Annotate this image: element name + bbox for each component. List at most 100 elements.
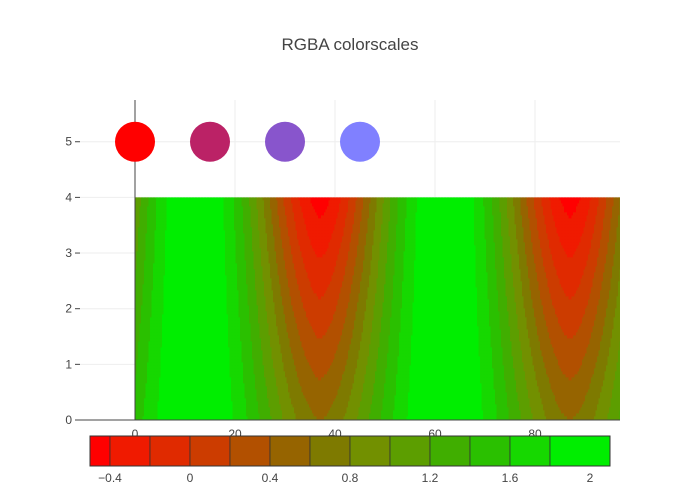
contour-cell — [621, 218, 623, 221]
contour-cell — [629, 233, 631, 236]
contour-cell — [623, 224, 625, 227]
contour-cell — [623, 206, 625, 209]
contour-cell — [620, 227, 622, 230]
contour-cell — [626, 227, 628, 230]
contour-cell — [621, 200, 623, 203]
contour-cell — [621, 224, 623, 227]
contour-cell — [626, 218, 628, 221]
contour-cell — [621, 203, 623, 206]
contour-layer — [135, 197, 630, 422]
contour-cell — [627, 218, 629, 221]
contour-cell — [627, 236, 629, 239]
contour-cell — [620, 233, 622, 236]
contour-cell — [627, 209, 629, 212]
contour-cell — [627, 215, 629, 218]
contour-cell — [624, 227, 626, 230]
contour-cell — [624, 221, 626, 224]
contour-cell — [623, 212, 625, 215]
contour-cell — [626, 206, 628, 209]
contour-cell — [624, 230, 626, 233]
contour-cell — [620, 203, 622, 206]
contour-cell — [621, 227, 623, 230]
contour-cell — [620, 218, 622, 221]
contour-cell — [626, 224, 628, 227]
contour-cell — [624, 209, 626, 212]
contour-cell — [623, 209, 625, 212]
chart-title: RGBA colorscales — [282, 35, 419, 54]
contour-cell — [626, 200, 628, 203]
contour-cell — [624, 239, 626, 242]
contour-cell — [623, 200, 625, 203]
contour-cell — [620, 212, 622, 215]
contour-cell — [626, 203, 628, 206]
contour-cell — [623, 230, 625, 233]
contour-cell — [624, 206, 626, 209]
contour-cell — [627, 206, 629, 209]
contour-cell — [621, 212, 623, 215]
contour-cell — [623, 203, 625, 206]
contour-cell — [626, 239, 628, 242]
contour-cell — [627, 212, 629, 215]
contour-cell — [627, 221, 629, 224]
contour-cell — [629, 224, 631, 227]
contour-cell — [621, 197, 623, 200]
contour-cell — [620, 197, 622, 200]
contour-cell — [620, 224, 622, 227]
contour-cell — [626, 215, 628, 218]
contour-cell — [626, 230, 628, 233]
contour-cell — [620, 239, 622, 242]
contour-cell — [626, 212, 628, 215]
contour-cell — [629, 200, 631, 203]
contour-cell — [629, 215, 631, 218]
contour-cell — [627, 227, 629, 230]
contour-cell — [624, 215, 626, 218]
contour-cell — [627, 200, 629, 203]
contour-cell — [621, 233, 623, 236]
contour-cell — [624, 224, 626, 227]
contour-cell — [627, 239, 629, 242]
contour-cell — [623, 236, 625, 239]
contour-cell — [620, 209, 622, 212]
contour-cell — [620, 221, 622, 224]
contour-cell — [629, 203, 631, 206]
contour-cell — [624, 197, 626, 200]
contour-cell — [624, 233, 626, 236]
contour-cell — [629, 197, 631, 200]
contour-cell — [629, 212, 631, 215]
contour-cell — [629, 209, 631, 212]
contour-cell — [621, 239, 623, 242]
contour-cell — [621, 206, 623, 209]
contour-cell — [629, 236, 631, 239]
contour-cell — [626, 197, 628, 200]
contour-cell — [624, 236, 626, 239]
contour-cell — [621, 221, 623, 224]
contour-cell — [626, 209, 628, 212]
contour-cell — [621, 230, 623, 233]
contour-cell — [623, 221, 625, 224]
contour-cell — [629, 206, 631, 209]
contour-cell — [629, 239, 631, 242]
contour-cell — [620, 206, 622, 209]
contour-cell — [621, 215, 623, 218]
contour-cell — [629, 227, 631, 230]
contour-cell — [620, 215, 622, 218]
contour-cell — [624, 203, 626, 206]
contour-cell — [624, 218, 626, 221]
contour-cell — [623, 215, 625, 218]
contour-cell — [627, 224, 629, 227]
contour-cell — [626, 236, 628, 239]
contour-cell — [621, 209, 623, 212]
contour-cell — [620, 236, 622, 239]
contour-cell — [624, 200, 626, 203]
contour-cell — [626, 233, 628, 236]
contour-cell — [626, 221, 628, 224]
contour-cell — [621, 236, 623, 239]
contour-cell — [629, 221, 631, 224]
contour-cell — [623, 233, 625, 236]
contour-cell — [627, 233, 629, 236]
contour-cell — [623, 239, 625, 242]
contour-cell — [623, 227, 625, 230]
contour-cell — [624, 212, 626, 215]
